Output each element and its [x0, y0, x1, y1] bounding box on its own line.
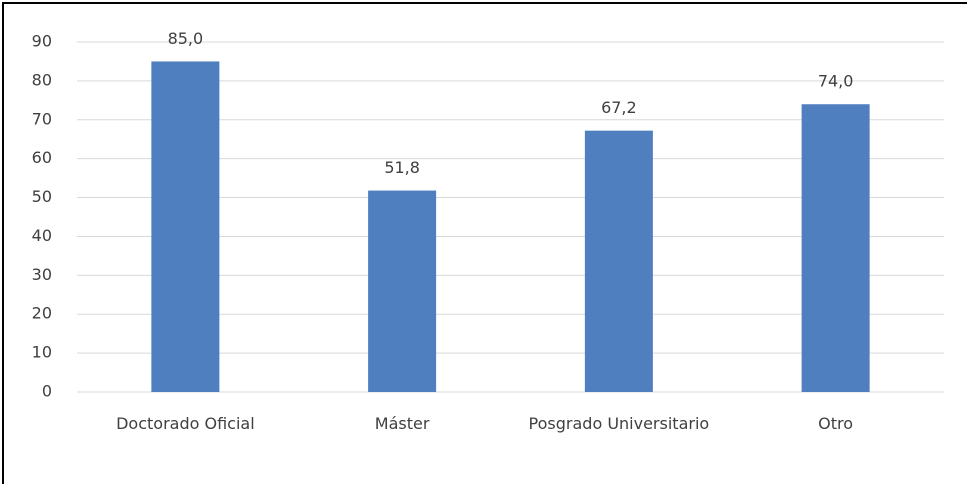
y-tick-label: 60	[32, 148, 52, 167]
x-tick-label: Otro	[818, 414, 854, 433]
x-tick-label: Doctorado Oficial	[116, 414, 255, 433]
x-tick-label: Posgrado Universitario	[528, 414, 710, 433]
bar	[584, 130, 653, 392]
y-tick-label: 20	[32, 304, 52, 323]
y-tick-label: 30	[32, 265, 52, 284]
y-tick-label: 0	[42, 382, 52, 401]
bar	[368, 190, 437, 392]
value-label: 74,0	[818, 72, 854, 91]
y-tick-label: 10	[32, 343, 52, 362]
y-tick-label: 50	[32, 187, 52, 206]
y-tick-label: 90	[32, 32, 52, 51]
value-label: 51,8	[384, 158, 420, 177]
y-tick-label: 80	[32, 70, 52, 89]
x-tick-label: Máster	[374, 414, 430, 433]
y-tick-label: 70	[32, 109, 52, 128]
value-label: 85,0	[168, 29, 204, 48]
y-tick-label: 40	[32, 226, 52, 245]
bar	[801, 104, 870, 392]
bar	[151, 61, 220, 392]
value-label: 67,2	[601, 98, 637, 117]
